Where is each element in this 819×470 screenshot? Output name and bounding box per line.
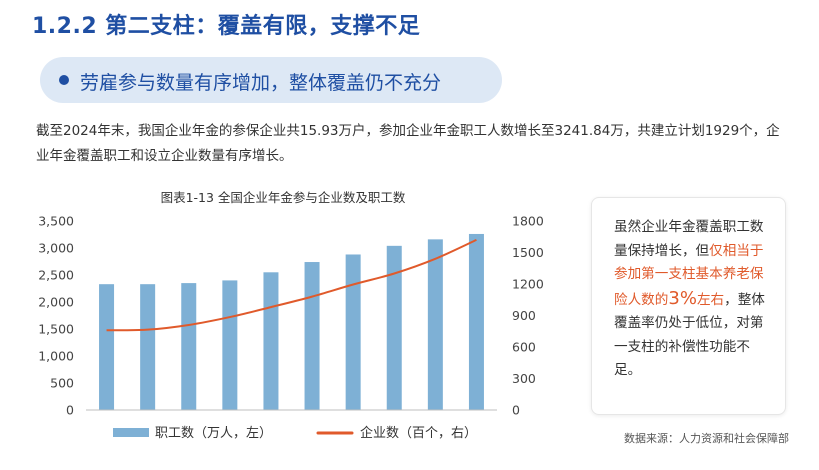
- left-tick-label: 1,500: [38, 322, 74, 337]
- right-tick-label: 0: [512, 403, 520, 418]
- legend-bar-label: 职工数（万人，左）: [155, 426, 272, 441]
- bar: [140, 284, 156, 410]
- bullet-dot-icon: [59, 75, 69, 85]
- left-tick-label: 3,000: [38, 241, 74, 256]
- right-tick-label: 300: [512, 371, 536, 386]
- legend-bar-swatch: [113, 428, 149, 437]
- chart-legend: 职工数（万人，左） 企业数（百个，右）: [113, 425, 477, 441]
- left-tick-label: 1,000: [38, 349, 74, 364]
- line-series-path: [106, 238, 477, 332]
- bar: [222, 280, 238, 410]
- bar: [427, 239, 443, 410]
- commentary-box: 虽然企业年金覆盖职工数量保持增长，但仅相当于参加第一支柱基本养老保险人数的3%左…: [591, 197, 786, 415]
- subheading-banner: 劳雇参与数量有序增加，整体覆盖仍不充分: [40, 57, 502, 103]
- intro-paragraph: 截至2024年末，我国企业年金的参保企业共15.93万户，参加企业年金职工人数增…: [36, 123, 780, 164]
- line-series: [106, 238, 477, 332]
- left-tick-label: 3,500: [38, 214, 74, 229]
- left-axis: 0 500 1,000 1,500 2,000 2,500 3,000 3,500: [38, 214, 74, 418]
- note-text-start: 虽然企业年金覆盖职工数量保持增长，但: [614, 219, 764, 259]
- bar: [263, 272, 279, 410]
- page-title: 1.2.2 第二支柱：覆盖有限，支撑不足: [32, 14, 421, 39]
- note-text-end: ，整体覆盖率仍处于低位，对第一支柱的补偿性功能不足。: [614, 291, 765, 379]
- note-highlight-end: 左右: [696, 291, 725, 308]
- left-tick-label: 500: [50, 376, 74, 391]
- bar: [181, 283, 197, 410]
- chart-svg: 图表1-13 全国企业年金参与企业数及职工数 0 500 1,000 1,500 2,0…: [38, 190, 544, 441]
- bar: [386, 245, 402, 410]
- left-tick-label: 2,000: [38, 295, 74, 310]
- note-highlight-start: 仅相当于参加第一支柱基本养老保险人数的: [614, 242, 764, 308]
- chart-title: 图表1-13 全国企业年金参与企业数及职工数: [161, 190, 406, 205]
- right-tick-label: 600: [512, 340, 536, 355]
- bar: [468, 233, 484, 410]
- left-tick-label: 2,500: [38, 268, 74, 283]
- subheading-text: 劳雇参与数量有序增加，整体覆盖仍不充分: [80, 72, 442, 94]
- data-source: 数据来源：人力资源和社会保障部: [624, 432, 789, 445]
- bar-series: [99, 233, 484, 410]
- right-tick-label: 1800: [512, 214, 544, 229]
- bar: [99, 284, 115, 410]
- right-tick-label: 1200: [512, 277, 544, 292]
- right-axis: 0 300 600 900 1200 1500 1800: [512, 214, 544, 418]
- note-highlight-figure: 3%: [668, 287, 697, 309]
- legend-line-label: 企业数（百个，右）: [360, 425, 477, 441]
- right-tick-label: 1500: [512, 245, 544, 260]
- left-tick-label: 0: [66, 403, 74, 418]
- bar: [304, 262, 320, 410]
- right-tick-label: 900: [512, 308, 536, 323]
- bar: [345, 254, 361, 410]
